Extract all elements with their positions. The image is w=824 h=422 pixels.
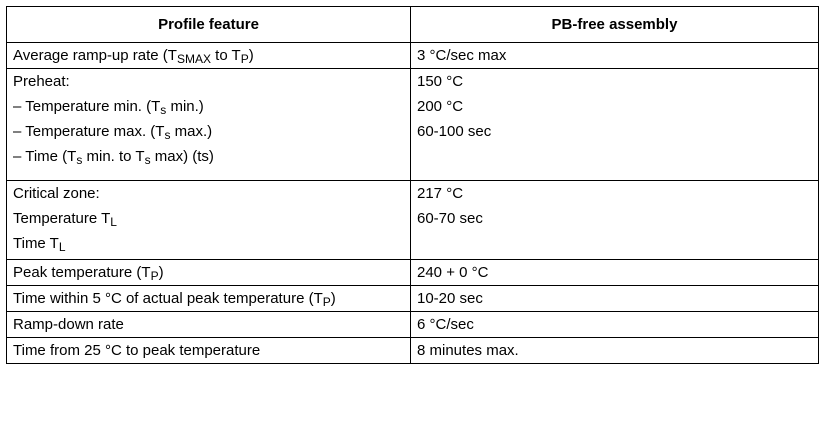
header-row: Profile feature PB-free assembly [6,6,819,43]
critical-zone-temperature: Temperature TL [13,210,117,229]
critical-zone-values: 217 °C 60-70 sec [410,180,819,260]
preheat-value-max: 200 °C [417,98,464,115]
critical-zone-feature: Critical zone: Temperature TL Time TL [6,180,411,260]
preheat-time: – Time (Ts min. to Ts max) (ts) [13,148,214,167]
preheat-feature: Preheat: – Temperature min. (Ts min.) – … [6,68,411,181]
time-to-peak-feature: Time from 25 °C to peak temperature [6,337,411,364]
table-row-time-within-peak: Time within 5 °C of actual peak temperat… [6,285,819,312]
ramp-down-value: 6 °C/sec [410,311,819,338]
preheat-title: Preheat: [13,73,70,90]
critical-zone-value-time: 60-70 sec [417,210,483,227]
table-row-peak-temperature: Peak temperature (TP) 240 + 0 °C [6,259,819,286]
table-row-ramp-up: Average ramp-up rate (TSMAX to TP) 3 °C/… [6,42,819,69]
preheat-temp-max: – Temperature max. (Ts max.) [13,123,213,142]
header-pb-free-assembly: PB-free assembly [410,6,819,43]
critical-zone-title: Critical zone: [13,185,100,202]
table-row-ramp-down: Ramp-down rate 6 °C/sec [6,311,819,338]
preheat-temp-min: – Temperature min. (Ts min.) [13,98,204,117]
peak-temperature-feature: Peak temperature (TP) [6,259,411,286]
preheat-value-min: 150 °C [417,73,464,90]
table-row-time-to-peak: Time from 25 °C to peak temperature 8 mi… [6,337,819,364]
ramp-down-feature: Ramp-down rate [6,311,411,338]
preheat-value-time: 60-100 sec [417,123,492,140]
ramp-up-feature: Average ramp-up rate (TSMAX to TP) [6,42,411,69]
peak-temperature-value: 240 + 0 °C [410,259,819,286]
critical-zone-value-temp: 217 °C [417,185,464,202]
time-within-peak-value: 10-20 sec [410,285,819,312]
table-row-critical-zone: Critical zone: Temperature TL Time TL 21… [6,180,819,260]
critical-zone-time: Time TL [13,235,66,254]
preheat-values: 150 °C 200 °C 60-100 sec [410,68,819,181]
reflow-profile-table: Profile feature PB-free assembly Average… [6,6,819,364]
time-to-peak-value: 8 minutes max. [410,337,819,364]
header-profile-feature: Profile feature [6,6,411,43]
table-row-preheat: Preheat: – Temperature min. (Ts min.) – … [6,68,819,181]
ramp-up-value: 3 °C/sec max [410,42,819,69]
time-within-peak-feature: Time within 5 °C of actual peak temperat… [6,285,411,312]
